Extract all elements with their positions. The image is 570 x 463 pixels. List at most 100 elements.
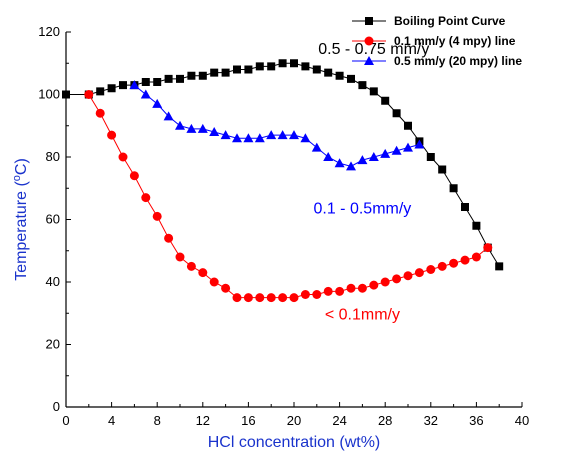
y-tick-label: 120 xyxy=(38,24,60,39)
x-tick-label: 36 xyxy=(469,413,483,428)
series-line xyxy=(66,62,500,267)
data-point xyxy=(346,161,356,171)
x-tick-label: 24 xyxy=(332,413,346,428)
series-layer xyxy=(62,59,504,303)
data-point xyxy=(278,59,287,68)
data-point xyxy=(266,293,276,303)
legend-marker xyxy=(365,17,373,25)
data-point xyxy=(404,121,412,130)
data-point xyxy=(221,283,231,293)
data-point xyxy=(357,283,367,293)
data-point xyxy=(301,62,310,71)
data-point xyxy=(243,133,254,143)
legend-marker xyxy=(364,36,374,46)
series-line xyxy=(134,84,420,167)
x-axis-title: HCl concentration (wt%) xyxy=(208,434,381,451)
x-tick-label: 0 xyxy=(62,413,69,428)
data-point xyxy=(210,68,219,77)
data-point xyxy=(95,108,105,118)
annotation-label: 0.1 - 0.5mm/y xyxy=(313,200,411,217)
y-tick-label: 80 xyxy=(46,149,60,164)
data-point xyxy=(312,290,322,299)
y-axis-title: Temperature (oC) xyxy=(11,158,30,281)
data-point xyxy=(324,68,333,77)
data-point xyxy=(119,81,127,90)
data-point xyxy=(244,65,253,74)
data-point xyxy=(334,158,345,168)
data-point xyxy=(209,277,219,287)
data-point xyxy=(164,74,173,83)
data-point xyxy=(107,130,117,140)
annotations: 0.5 - 0.75 mm/y 0.1 - 0.5mm/y < 0.1mm/y xyxy=(313,41,429,324)
data-point xyxy=(96,87,105,96)
data-point xyxy=(323,286,333,296)
data-point xyxy=(266,130,277,140)
data-point xyxy=(141,78,150,86)
data-point xyxy=(403,271,413,281)
data-point xyxy=(277,130,288,140)
x-tick-label: 4 xyxy=(108,413,115,428)
legend-marker xyxy=(364,56,374,65)
data-point xyxy=(300,133,311,143)
data-point xyxy=(369,87,378,96)
legend: Boiling Point Curve 0.1 mm/y (4 mpy) line… xyxy=(352,14,522,68)
data-point xyxy=(186,261,196,271)
data-point xyxy=(300,290,310,299)
data-point xyxy=(346,283,356,293)
data-point xyxy=(391,145,402,155)
data-point xyxy=(289,293,299,303)
legend-label: Boiling Point Curve xyxy=(394,14,506,28)
data-point xyxy=(369,280,379,290)
data-point xyxy=(368,152,379,161)
data-point xyxy=(153,78,162,86)
y-tick-label: 60 xyxy=(46,212,60,227)
data-point xyxy=(118,152,128,162)
data-point xyxy=(380,277,390,287)
data-point xyxy=(220,130,231,140)
data-point xyxy=(358,81,367,90)
data-point xyxy=(152,211,162,221)
data-point xyxy=(233,65,241,74)
x-tick-label: 16 xyxy=(241,413,255,428)
data-point xyxy=(495,262,504,271)
data-point xyxy=(175,252,185,262)
y-tick-label: 20 xyxy=(46,337,60,352)
x-tick-label: 8 xyxy=(154,413,161,428)
data-point xyxy=(254,133,265,143)
data-point xyxy=(460,255,470,265)
series-circle xyxy=(84,90,493,303)
data-point xyxy=(129,80,140,90)
data-point xyxy=(403,142,413,152)
data-point xyxy=(437,261,447,271)
data-point xyxy=(438,165,447,174)
data-point xyxy=(243,293,253,303)
data-point xyxy=(255,62,264,71)
data-point xyxy=(255,293,265,303)
annotation-label: 0.5 - 0.75 mm/y xyxy=(318,41,429,58)
x-tick-label: 32 xyxy=(424,413,438,428)
x-tick-label: 12 xyxy=(196,413,210,428)
x-tick-label: 28 xyxy=(378,413,392,428)
legend-label: 0.1 mm/y (4 mpy) line xyxy=(394,34,516,48)
data-point xyxy=(312,65,321,74)
legend-label: 0.5 mm/y (20 mpy) line xyxy=(394,54,522,68)
x-tick-label: 40 xyxy=(515,413,529,428)
data-point xyxy=(311,142,322,152)
y-tick-label: 40 xyxy=(46,274,60,289)
data-point xyxy=(141,193,151,203)
data-point xyxy=(176,74,184,83)
y-tick-label: 0 xyxy=(53,399,60,414)
series-triangle xyxy=(129,80,425,171)
data-point xyxy=(472,221,481,230)
data-point xyxy=(289,130,299,140)
data-point xyxy=(267,62,276,71)
y-axis: 0 20 40 60 80 100 120 xyxy=(38,24,71,414)
annotation-label: < 0.1mm/y xyxy=(325,307,400,324)
data-point xyxy=(84,90,94,99)
data-point xyxy=(140,89,151,99)
data-point xyxy=(392,109,401,118)
data-point xyxy=(278,293,288,303)
data-point xyxy=(198,71,207,80)
data-point xyxy=(152,98,163,108)
